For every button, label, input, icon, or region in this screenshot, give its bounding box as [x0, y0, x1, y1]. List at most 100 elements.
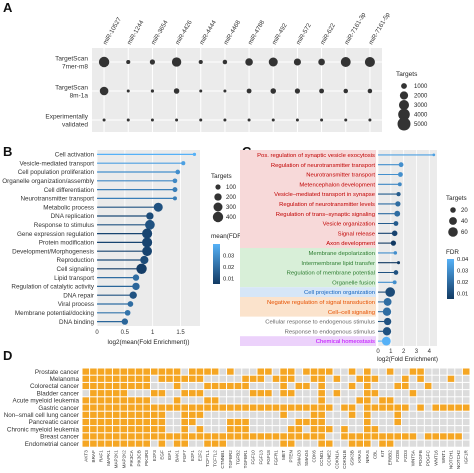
heatmap-cell: [402, 404, 409, 411]
legend-label: 5000: [414, 122, 428, 128]
heatmap-cell: [325, 368, 333, 375]
row-label: Pancreatic cancer: [29, 419, 79, 426]
heatmap-cell: [280, 397, 287, 404]
heatmap-cell: [196, 390, 204, 397]
heatmap-cell: [204, 404, 211, 411]
heatmap-cell: [135, 375, 143, 382]
heatmap-cell: [333, 411, 341, 418]
lollipop-point: [395, 201, 401, 207]
heatmap-cell: [333, 440, 341, 447]
heatmap-cell: [455, 418, 462, 426]
lollipop-point: [394, 210, 401, 217]
category-label: Vesicle organization: [323, 222, 375, 228]
heatmap-cell: [135, 411, 143, 418]
heatmap-cell: [280, 390, 287, 397]
category-label: Reproduction: [57, 257, 95, 264]
heatmap-cell: [417, 404, 424, 411]
row-label: Breast cancer: [40, 434, 79, 441]
heatmap-cell: [394, 368, 402, 375]
lollipop-point: [381, 336, 391, 346]
heatmap-cell: [211, 375, 219, 382]
dot-point: [198, 59, 203, 65]
heatmap-cell: [120, 426, 128, 433]
heatmap-cell: [371, 368, 379, 375]
column-label: RAF1: [99, 450, 104, 462]
heatmap-cell: [128, 390, 135, 397]
heatmap-cell: [447, 418, 455, 426]
heatmap-cell: [257, 368, 265, 375]
heatmap-cell: [440, 433, 447, 440]
heatmap-cell: [166, 411, 173, 418]
column-label: miR-4444: [198, 19, 218, 46]
heatmap-cell: [120, 397, 128, 404]
dot-point: [126, 59, 131, 65]
heatmap-cell: [82, 397, 90, 404]
heatmap-cell: [97, 375, 105, 382]
lollipop-point: [390, 240, 397, 246]
heatmap-cell: [310, 375, 318, 382]
heatmap-cell: [196, 404, 204, 411]
heatmap-cell: [112, 382, 120, 390]
heatmap-cell: [158, 375, 166, 382]
heatmap-cell: [295, 426, 303, 433]
heatmap-cell: [150, 368, 158, 375]
heatmap-cell: [128, 418, 135, 426]
heatmap-cell: [173, 411, 181, 418]
legend-color-title: mean(FDR): [211, 233, 244, 240]
row-label: 7mer-m8: [62, 64, 88, 71]
heatmap-cell: [363, 440, 371, 447]
heatmap-cell: [295, 397, 303, 404]
heatmap-cell: [371, 397, 379, 404]
heatmap-cell: [158, 404, 166, 411]
heatmap-cell: [402, 382, 409, 390]
lollipop-point: [398, 162, 404, 168]
category-band: [240, 297, 376, 317]
dot-point: [126, 89, 130, 93]
column-label: TGFBR1: [243, 450, 248, 469]
legend-size-label: 40: [461, 219, 468, 225]
heatmap-cell: [409, 404, 417, 411]
heatmap-cell: [105, 404, 112, 411]
heatmap-cell: [128, 411, 135, 418]
heatmap-cell: [295, 433, 303, 440]
heatmap-cell: [325, 418, 333, 426]
heatmap-cell: [112, 433, 120, 440]
column-label: MAP2K1: [114, 450, 119, 469]
heatmap-cell: [455, 390, 462, 397]
dot-point: [367, 88, 373, 94]
heatmap-cell: [363, 397, 371, 404]
heatmap-cell: [181, 404, 189, 411]
heatmap-cell: [211, 440, 219, 447]
heatmap-cell: [90, 375, 97, 382]
heatmap-cell: [219, 411, 227, 418]
heatmap-cell: [181, 382, 189, 390]
heatmap-cell: [219, 382, 227, 390]
column-label: BAK1: [175, 450, 180, 462]
dot-point: [293, 58, 301, 66]
heatmap-cell: [447, 411, 455, 418]
heatmap-cell: [440, 390, 447, 397]
heatmap-cell: [249, 426, 257, 433]
x-tick-label: 0.5: [121, 330, 130, 336]
heatmap-cell: [333, 397, 341, 404]
heatmap-cell: [432, 390, 440, 397]
heatmap-cell: [242, 397, 249, 404]
heatmap-cell: [242, 404, 249, 411]
column-label: miR-492: [271, 22, 289, 46]
heatmap-cell: [150, 404, 158, 411]
heatmap-cell: [280, 433, 287, 440]
heatmap-cell: [341, 397, 348, 404]
heatmap-cell: [325, 404, 333, 411]
legend-size-title: Targets: [211, 173, 232, 180]
heatmap-cell: [394, 418, 402, 426]
heatmap-cell: [272, 426, 280, 433]
heatmap-cell: [249, 404, 257, 411]
heatmap-cell: [257, 404, 265, 411]
heatmap-cell: [166, 368, 173, 375]
heatmap-cell: [341, 404, 348, 411]
lollipop-point: [393, 270, 399, 275]
heatmap-cell: [379, 368, 386, 375]
lollipop-point: [172, 178, 178, 184]
heatmap-cell: [143, 390, 150, 397]
heatmap-cell: [189, 375, 196, 382]
